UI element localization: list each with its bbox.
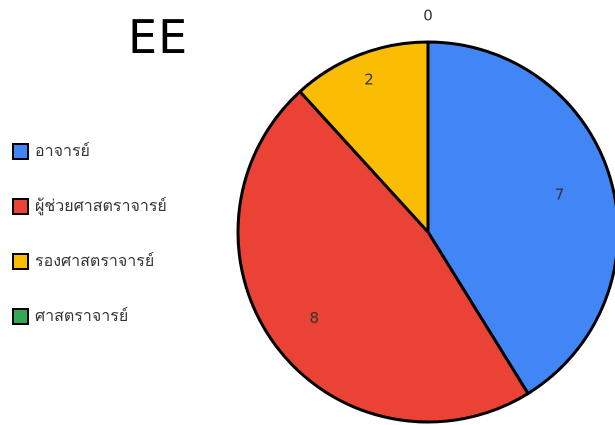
legend-swatch (12, 252, 29, 270)
legend-label: รองศาสตราจารย์ (35, 250, 155, 270)
legend-item-2[interactable]: ผู้ช่วยศาสตราจารย์ (12, 195, 167, 217)
legend-swatch (12, 307, 29, 325)
slice-data-label: 0 (423, 6, 433, 24)
chart-title: EE (128, 10, 189, 64)
legend: อาจารย์ ผู้ช่วยศาสตราจารย์ รองศาสตราจารย… (12, 140, 167, 360)
legend-item-1[interactable]: อาจารย์ (12, 140, 167, 162)
legend-label: อาจารย์ (35, 140, 90, 160)
legend-label: ศาสตราจารย์ (35, 305, 129, 325)
slice-data-label: 7 (555, 186, 565, 204)
slice-data-label: 8 (310, 309, 320, 327)
pie-slice[interactable] (236, 90, 530, 424)
pie-slice[interactable] (298, 40, 430, 234)
legend-label: ผู้ช่วยศาสตราจารย์ (35, 195, 167, 215)
legend-item-3[interactable]: รองศาสตราจารย์ (12, 250, 167, 272)
legend-swatch (12, 197, 29, 215)
legend-swatch (12, 142, 29, 160)
slice-data-label: 2 (364, 71, 374, 89)
legend-item-4[interactable]: ศาสตราจารย์ (12, 305, 167, 327)
